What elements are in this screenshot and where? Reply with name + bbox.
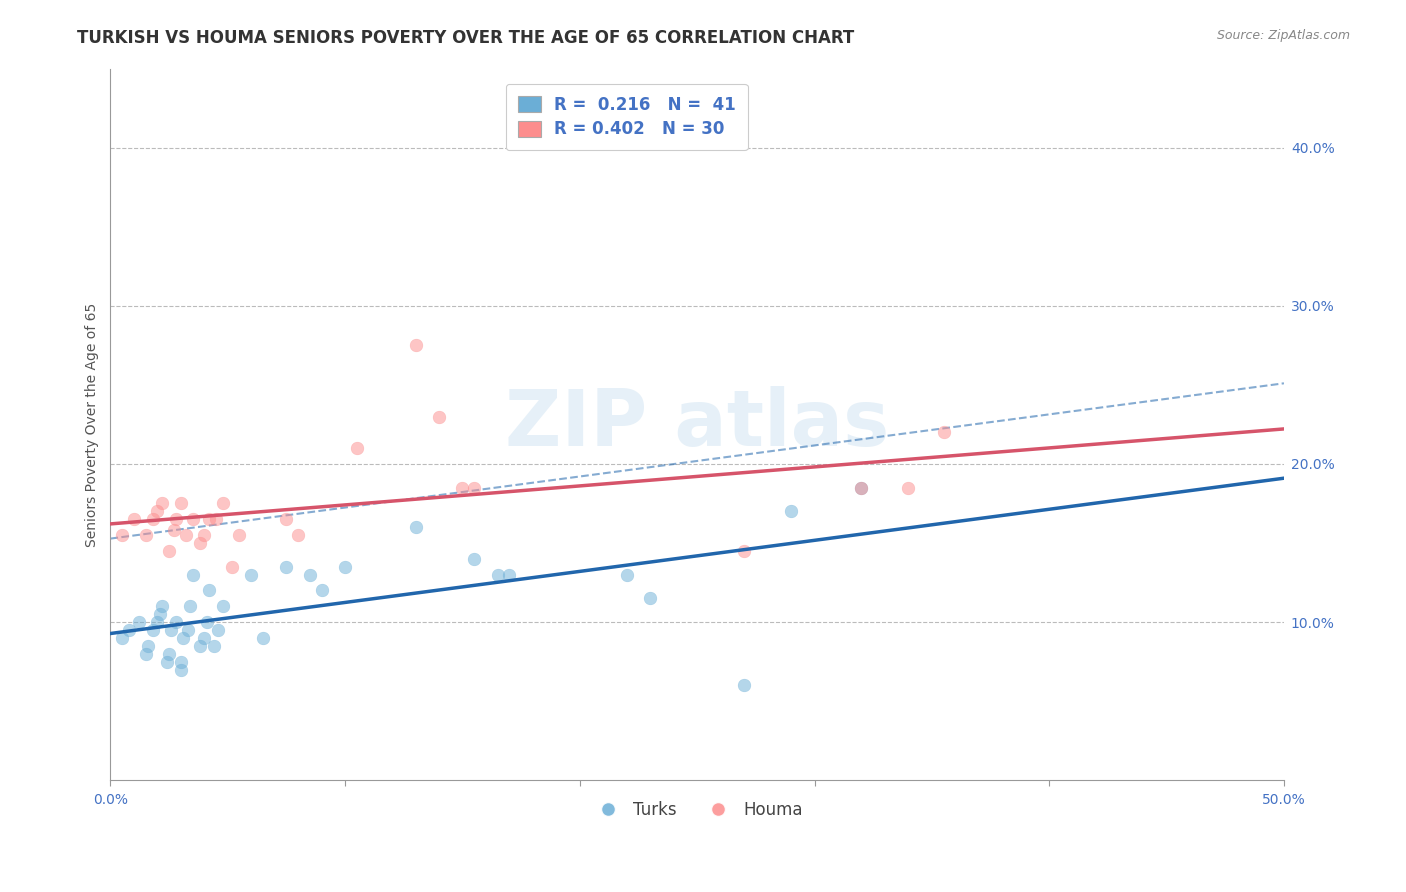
Point [122,512,145,526]
Point [616,567,638,582]
Point [205,512,228,526]
Point [142,623,165,637]
Point [198,512,221,526]
Point [780,504,803,518]
Point [212,599,235,614]
Point [346,441,368,455]
Point [111,631,134,645]
Point [851,481,873,495]
Point [142,512,165,526]
Point [118,623,141,637]
Point [188,536,211,550]
Point [276,512,298,526]
Legend: Turks, Houma: Turks, Houma [585,794,810,825]
Point [463,481,485,495]
Point [198,583,221,598]
Point [157,647,180,661]
Point [179,599,201,614]
Point [221,559,243,574]
Y-axis label: Seniors Poverty Over the Age of 65: Seniors Poverty Over the Age of 65 [86,302,100,547]
Text: Source: ZipAtlas.com: Source: ZipAtlas.com [1216,29,1350,42]
Point [427,409,450,424]
Point [160,623,183,637]
Point [177,623,200,637]
Point [188,639,211,653]
Point [405,338,427,352]
Point [156,655,179,669]
Point [165,615,187,629]
Point [150,496,173,510]
Point [405,520,427,534]
Point [136,639,159,653]
Point [498,567,520,582]
Point [181,512,204,526]
Point [851,481,873,495]
Point [174,528,197,542]
Point [163,524,186,538]
Point [111,528,134,542]
Point [240,567,263,582]
Point [932,425,955,440]
Point [149,607,172,622]
Point [252,631,274,645]
Point [170,496,193,510]
Point [135,528,157,542]
Point [128,615,150,629]
Point [165,512,187,526]
Text: ZIP atlas: ZIP atlas [505,386,890,462]
Point [172,631,194,645]
Point [157,544,180,558]
Point [170,663,193,677]
Point [207,623,229,637]
Point [193,631,215,645]
Point [451,481,474,495]
Point [638,591,661,606]
Point [463,552,485,566]
Point [228,528,250,542]
Point [146,504,169,518]
Point [135,647,157,661]
Point [202,639,225,653]
Point [276,559,298,574]
Point [287,528,309,542]
Point [212,496,235,510]
Point [195,615,218,629]
Point [333,559,356,574]
Point [150,599,173,614]
Point [733,544,755,558]
Point [733,678,755,692]
Point [897,481,920,495]
Point [170,655,193,669]
Text: TURKISH VS HOUMA SENIORS POVERTY OVER THE AGE OF 65 CORRELATION CHART: TURKISH VS HOUMA SENIORS POVERTY OVER TH… [77,29,855,46]
Point [486,567,509,582]
Point [193,528,215,542]
Point [311,583,333,598]
Point [146,615,169,629]
Point [181,567,204,582]
Point [298,567,321,582]
